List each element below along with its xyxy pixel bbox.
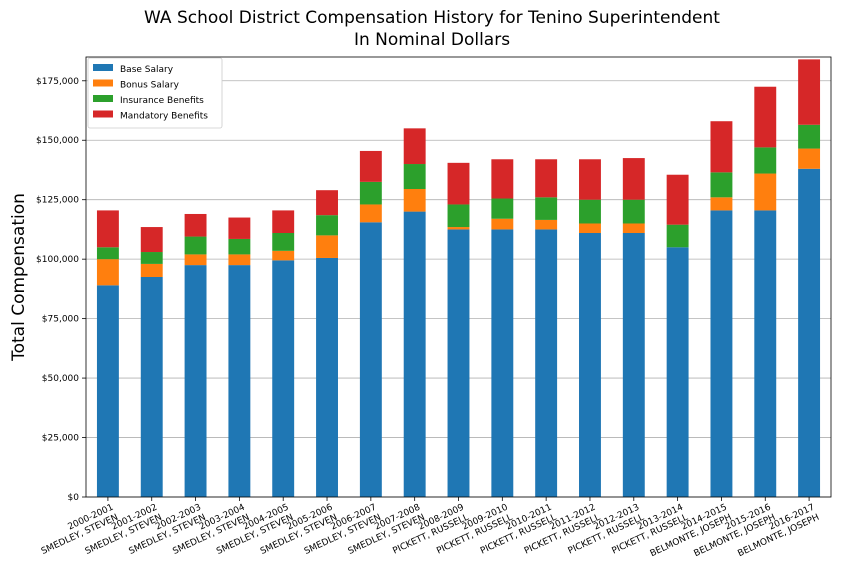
bar-mandatory-benefits xyxy=(272,210,295,233)
bar-base-salary xyxy=(359,222,382,497)
bar-bonus-salary xyxy=(622,223,645,233)
bar-base-salary xyxy=(272,260,295,497)
bar-bonus-salary xyxy=(710,197,733,211)
bar-base-salary xyxy=(622,233,645,497)
bar-insurance-benefits xyxy=(535,197,558,220)
chart-title-line-1: WA School District Compensation History … xyxy=(144,8,720,28)
bar-insurance-benefits xyxy=(447,204,470,228)
y-tick-label: $125,000 xyxy=(36,196,79,206)
bar-insurance-benefits xyxy=(798,124,821,149)
bar-bonus-salary xyxy=(272,250,295,261)
bar-bonus-salary xyxy=(447,227,470,230)
bar-insurance-benefits xyxy=(359,181,382,205)
bar-insurance-benefits xyxy=(96,247,119,260)
bar-bonus-salary xyxy=(491,218,514,230)
bar-insurance-benefits xyxy=(228,238,251,255)
bar-mandatory-benefits xyxy=(622,158,645,200)
legend-label-bonus-salary: Bonus Salary xyxy=(120,81,180,91)
y-axis-label: Total Compensation xyxy=(9,193,29,362)
bar-bonus-salary xyxy=(798,148,821,169)
legend-label-mandatory-benefits: Mandatory Benefits xyxy=(120,112,208,122)
bar-base-salary xyxy=(228,265,251,497)
x-axis: 2000-2001SMEDLEY, STEVEN2001-2002SMEDLEY… xyxy=(35,497,821,559)
y-tick-label: $175,000 xyxy=(36,77,79,87)
bar-mandatory-benefits xyxy=(710,121,733,173)
bar-mandatory-benefits xyxy=(184,213,207,237)
bar-insurance-benefits xyxy=(316,215,338,236)
bar-mandatory-benefits xyxy=(447,162,470,205)
legend-label-insurance-benefits: Insurance Benefits xyxy=(120,96,204,106)
bar-mandatory-benefits xyxy=(579,159,601,200)
bar-mandatory-benefits xyxy=(403,128,426,165)
bar-bonus-salary xyxy=(359,204,382,223)
bar-bonus-salary xyxy=(184,254,207,266)
bar-base-salary xyxy=(447,229,470,497)
bar-mandatory-benefits xyxy=(359,150,382,182)
bar-insurance-benefits xyxy=(403,164,426,189)
bar-base-salary xyxy=(535,229,558,497)
bar-base-salary xyxy=(491,229,514,497)
bar-bonus-salary xyxy=(316,235,338,258)
bar-base-salary xyxy=(666,247,689,497)
legend-swatch-mandatory-benefits xyxy=(93,110,113,118)
legend-frame xyxy=(87,57,223,129)
bar-mandatory-benefits xyxy=(228,217,251,239)
bar-insurance-benefits xyxy=(491,198,514,219)
chart-title-line-2: In Nominal Dollars xyxy=(353,30,511,50)
bar-base-salary xyxy=(403,211,426,497)
bar-mandatory-benefits xyxy=(96,210,119,248)
bar-insurance-benefits xyxy=(579,199,601,224)
bar-insurance-benefits xyxy=(140,252,163,264)
bar-base-salary xyxy=(579,233,601,497)
bar-mandatory-benefits xyxy=(535,159,558,198)
bar-bonus-salary xyxy=(754,173,777,211)
legend-swatch-base-salary xyxy=(93,64,113,71)
y-tick-label: $100,000 xyxy=(36,255,79,265)
legend: Base Salary Bonus Salary Insurance Benefit… xyxy=(87,57,223,129)
bar-mandatory-benefits xyxy=(754,86,777,148)
bar-insurance-benefits xyxy=(184,236,207,255)
bar-base-salary xyxy=(96,285,119,497)
y-axis: $0 $25,000 $50,000 $75,000 $100,000 $125,000 $… xyxy=(36,77,86,503)
bar-insurance-benefits xyxy=(754,147,777,174)
bar-base-salary xyxy=(798,168,821,497)
y-tick-label: $0 xyxy=(68,493,80,503)
bar-bonus-salary xyxy=(96,259,119,286)
bar-base-salary xyxy=(710,210,733,498)
legend-label-base-salary: Base Salary xyxy=(120,65,174,75)
bar-base-salary xyxy=(140,277,163,497)
bar-mandatory-benefits xyxy=(140,227,163,253)
y-tick-label: $150,000 xyxy=(36,136,79,146)
legend-swatch-insurance-benefits xyxy=(93,95,113,102)
x-tick-label: 2000-2001SMEDLEY, STEVEN xyxy=(35,503,120,557)
bar-insurance-benefits xyxy=(666,224,689,248)
bar-mandatory-benefits xyxy=(491,159,514,199)
bar-bonus-salary xyxy=(535,219,558,230)
bar-mandatory-benefits xyxy=(666,174,689,225)
bar-base-salary xyxy=(316,257,338,497)
bar-mandatory-benefits xyxy=(316,190,338,216)
bar-base-salary xyxy=(184,265,207,497)
bar-base-salary xyxy=(754,210,777,498)
bar-bonus-salary xyxy=(403,189,426,212)
bar-insurance-benefits xyxy=(272,233,295,251)
bar-bonus-salary xyxy=(579,223,601,233)
y-tick-label: $25,000 xyxy=(42,434,79,444)
bar-mandatory-benefits xyxy=(798,59,821,125)
bar-bonus-salary xyxy=(140,263,163,277)
bar-insurance-benefits xyxy=(622,199,645,224)
y-tick-label: $75,000 xyxy=(42,315,79,325)
bar-bonus-salary xyxy=(228,254,251,266)
bars xyxy=(96,59,821,498)
y-tick-label: $50,000 xyxy=(42,374,79,384)
legend-swatch-bonus-salary xyxy=(93,79,113,87)
bar-insurance-benefits xyxy=(710,172,733,198)
